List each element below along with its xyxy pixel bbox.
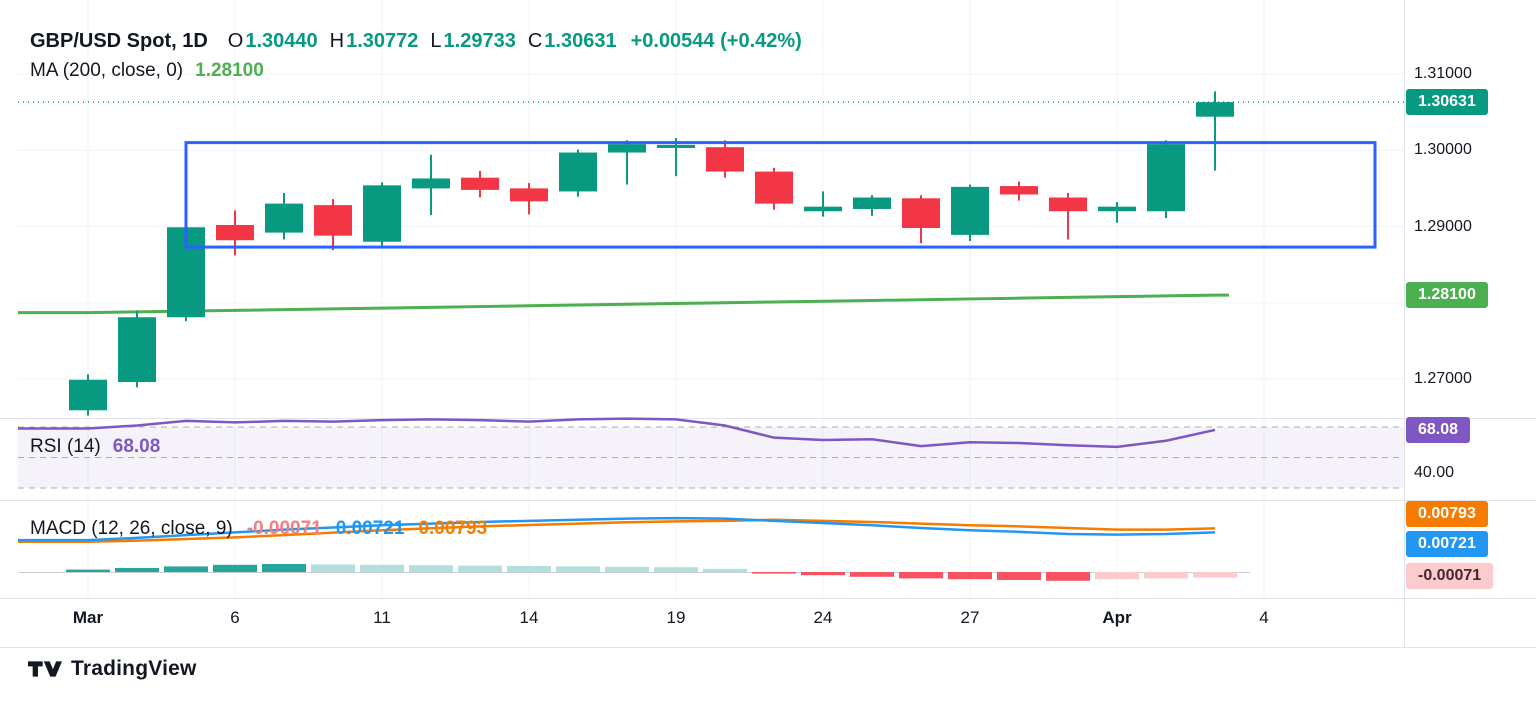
rsi-axis-label: 40.00 bbox=[1414, 463, 1455, 481]
high-value: 1.30772 bbox=[346, 30, 419, 52]
macd-line[interactable] bbox=[18, 516, 1216, 542]
ma-price-badge: 1.28100 bbox=[1406, 282, 1488, 309]
macd-line-badge: 0.00721 bbox=[1406, 531, 1488, 558]
tradingview-logo-icon[interactable] bbox=[28, 656, 62, 682]
rsi-label-text: RSI (14) bbox=[30, 436, 101, 457]
change-value: +0.00544 (+0.42%) bbox=[630, 30, 802, 52]
rsi-value-badge: 68.08 bbox=[1406, 416, 1471, 443]
macd-label-text: MACD (12, 26, close, 9) bbox=[30, 518, 233, 539]
legend-row-ohlc: GBP/USD Spot, 1D O 1.30440 H 1.30772 L 1.29… bbox=[30, 30, 802, 53]
close-group: C 1.30631 bbox=[528, 30, 617, 53]
price-axis-label: 1.31000 bbox=[1414, 65, 1472, 82]
legend-row-ma: MA (200, close, 0) 1.28100 bbox=[30, 60, 802, 82]
rsi-value-text: 68.08 bbox=[112, 436, 161, 457]
close-value: 1.30631 bbox=[544, 30, 617, 52]
price-axis-label: 1.27000 bbox=[1414, 370, 1472, 387]
time-axis-label: 19 bbox=[666, 608, 686, 627]
range-rectangle[interactable] bbox=[184, 141, 1377, 249]
time-axis-label: 4 bbox=[1259, 608, 1269, 627]
time-axis-label: 24 bbox=[813, 608, 833, 627]
macd-hist-badge: -0.00071 bbox=[1406, 562, 1494, 589]
ma-indicator-label[interactable]: MA (200, close, 0) bbox=[30, 60, 184, 81]
time-axis-label: Mar bbox=[72, 608, 104, 627]
last-price-badge: 1.30631 bbox=[1406, 89, 1488, 116]
grid bbox=[18, 0, 1404, 598]
time-axis[interactable]: Mar 6 11 14 19 24 27 Apr 4 bbox=[0, 598, 1404, 644]
symbol-title[interactable]: GBP/USD Spot, 1D bbox=[30, 30, 208, 52]
tradingview-brand-text[interactable]: TradingView bbox=[71, 657, 197, 680]
ma-200-line[interactable] bbox=[18, 293, 1229, 315]
price-axis-label: 1.30000 bbox=[1414, 141, 1472, 159]
macd-signal-line[interactable] bbox=[18, 518, 1216, 543]
close-label: C bbox=[527, 30, 543, 52]
macd-signal-value-text: 0.00793 bbox=[418, 518, 488, 539]
price-axis-label: 1.29000 bbox=[1414, 217, 1472, 235]
open-group: O 1.30440 bbox=[228, 30, 318, 53]
macd-line-value-text: 0.00721 bbox=[335, 518, 405, 539]
ma-indicator-value: 1.28100 bbox=[195, 60, 264, 81]
low-label: L bbox=[430, 30, 442, 52]
low-value: 1.29733 bbox=[443, 30, 516, 52]
time-axis-label: 14 bbox=[519, 608, 539, 627]
time-axis-label: 27 bbox=[960, 608, 980, 627]
macd-indicator-label[interactable]: MACD (12, 26, close, 9) -0.00071 0.00721… bbox=[30, 518, 487, 540]
time-axis-label: Apr bbox=[1102, 608, 1132, 627]
time-axis-label: 6 bbox=[230, 608, 240, 627]
footer: TradingView bbox=[28, 656, 197, 682]
time-axis-label: 11 bbox=[373, 608, 391, 627]
macd-histogram bbox=[18, 564, 1250, 581]
legend: GBP/USD Spot, 1D O 1.30440 H 1.30772 L 1.29… bbox=[30, 30, 802, 82]
price-axis[interactable]: 1.31000 1.30000 1.29000 1.27000 40.00 1.30631… bbox=[1404, 0, 1536, 648]
low-group: L 1.29733 bbox=[430, 30, 515, 53]
open-label: O bbox=[227, 30, 244, 52]
candlestick-series[interactable] bbox=[69, 91, 1234, 416]
macd-hist-value-text: -0.00071 bbox=[246, 518, 322, 539]
open-value: 1.30440 bbox=[245, 30, 318, 52]
rsi-line[interactable] bbox=[18, 417, 1216, 449]
rsi-indicator-label[interactable]: RSI (14) 68.08 bbox=[30, 436, 160, 458]
high-group: H 1.30772 bbox=[330, 30, 419, 53]
chart-canvas[interactable] bbox=[0, 0, 1536, 648]
high-label: H bbox=[329, 30, 345, 52]
macd-signal-badge: 0.00793 bbox=[1406, 501, 1488, 528]
